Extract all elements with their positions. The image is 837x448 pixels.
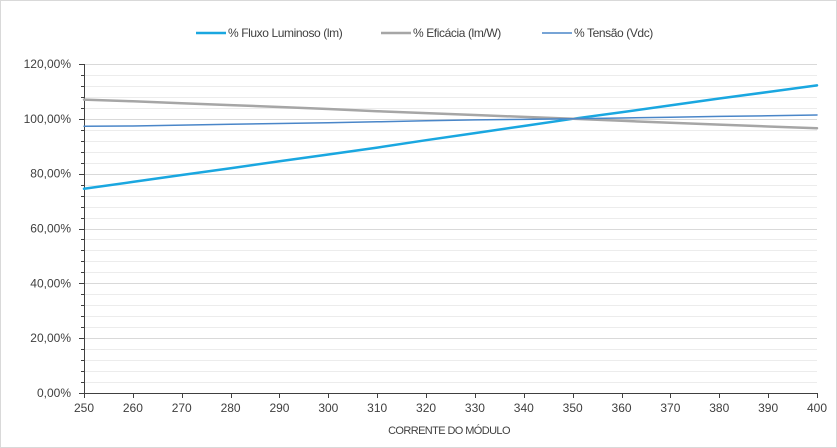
legend-entry-label: % Tensão (Vdc) bbox=[574, 26, 653, 40]
x-tick-label: 370 bbox=[660, 401, 680, 415]
tick-labels: 0,00% 20,00% 40,00% 60,00% 80,00% 100,00% 120,… bbox=[24, 57, 828, 415]
series-line-1 bbox=[82, 84, 819, 190]
series-line-2 bbox=[82, 98, 819, 130]
axes bbox=[79, 64, 818, 398]
gridlines bbox=[84, 64, 817, 383]
x-tick-label: 290 bbox=[269, 401, 289, 415]
x-tick-label: 380 bbox=[709, 401, 729, 415]
x-axis-title: CORRENTE DO MÓDULO bbox=[388, 424, 511, 437]
x-tick-label: 320 bbox=[416, 401, 436, 415]
x-tick-label: 300 bbox=[318, 401, 338, 415]
series-line-3 bbox=[83, 114, 818, 127]
y-tick-label: 60,00% bbox=[30, 222, 71, 236]
y-tick-label: 120,00% bbox=[24, 57, 72, 71]
x-tick-label: 390 bbox=[758, 401, 778, 415]
legend: % Fluxo Luminoso (lm) % Eficácia (lm/W) % … bbox=[196, 26, 654, 40]
y-tick-label: 0,00% bbox=[37, 386, 71, 400]
y-tick-label: 100,00% bbox=[24, 112, 72, 126]
x-tick-label: 250 bbox=[74, 401, 94, 415]
x-tick-label: 400 bbox=[807, 401, 827, 415]
x-tick-label: 280 bbox=[221, 401, 241, 415]
legend-entry-label: % Fluxo Luminoso (lm) bbox=[228, 26, 343, 40]
x-tick-label: 270 bbox=[172, 401, 192, 415]
x-tick-label: 330 bbox=[465, 401, 485, 415]
y-tick-label: 40,00% bbox=[30, 276, 71, 290]
y-tick-label: 80,00% bbox=[30, 167, 71, 181]
x-tick-label: 340 bbox=[514, 401, 534, 415]
x-tick-label: 310 bbox=[367, 401, 387, 415]
x-tick-label: 360 bbox=[612, 401, 632, 415]
x-tick-label: 350 bbox=[563, 401, 583, 415]
legend-entry-label: % Eficácia (lm/W) bbox=[413, 26, 501, 40]
x-tick-label: 260 bbox=[123, 401, 143, 415]
series-lines bbox=[82, 84, 819, 190]
y-tick-label: 20,00% bbox=[30, 331, 71, 345]
